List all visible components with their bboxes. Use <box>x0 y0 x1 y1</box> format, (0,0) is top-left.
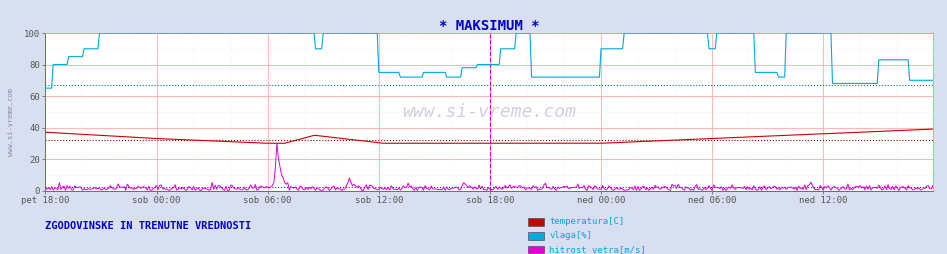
Text: www.si-vreme.com: www.si-vreme.com <box>402 103 576 121</box>
Title: * MAKSIMUM *: * MAKSIMUM * <box>438 19 540 33</box>
Text: www.si-vreme.com: www.si-vreme.com <box>9 88 14 156</box>
Text: temperatura[C]: temperatura[C] <box>549 217 624 226</box>
Text: hitrost vetra[m/s]: hitrost vetra[m/s] <box>549 245 646 254</box>
Text: ZGODOVINSKE IN TRENUTNE VREDNOSTI: ZGODOVINSKE IN TRENUTNE VREDNOSTI <box>45 221 252 231</box>
Text: vlaga[%]: vlaga[%] <box>549 231 592 240</box>
